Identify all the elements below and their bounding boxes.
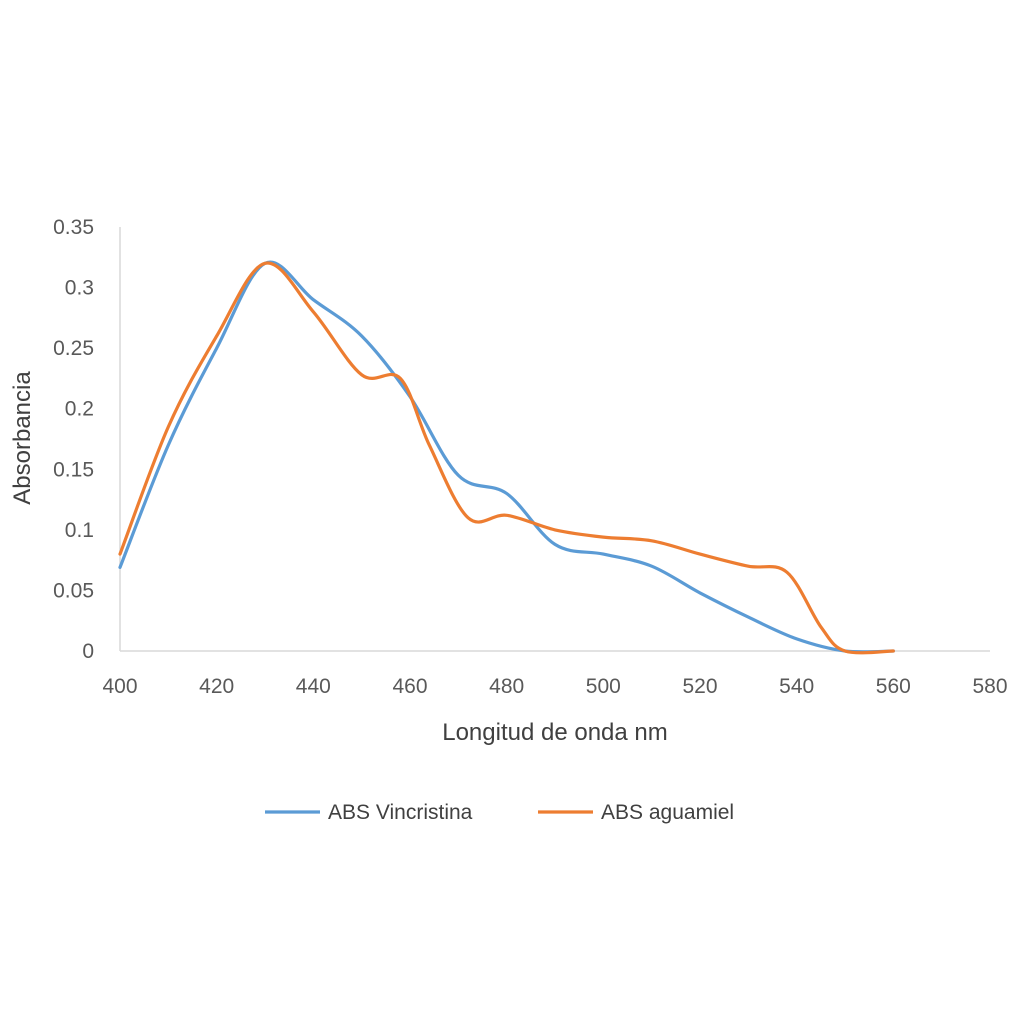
series-line-vincristina: [118, 260, 895, 654]
y-tick-label: 0.1: [65, 519, 94, 542]
series-lines: [118, 260, 895, 655]
legend-label: ABS Vincristina: [328, 801, 473, 824]
legend-item: ABS Vincristina: [265, 801, 473, 824]
y-tick-label: 0.05: [53, 579, 94, 602]
y-tick-label: 0.25: [53, 337, 94, 360]
y-tick-label: 0.2: [65, 398, 94, 421]
legend-label: ABS aguamiel: [601, 801, 734, 824]
x-tick-label: 480: [489, 675, 524, 698]
y-tick-label: 0.35: [53, 216, 94, 239]
x-tick-label: 580: [972, 675, 1007, 698]
legend: ABS Vincristina ABS aguamiel: [265, 801, 734, 824]
x-tick-label: 400: [102, 675, 137, 698]
x-axis-title: Longitud de onda nm: [442, 719, 668, 746]
y-axis-title: Absorbancia: [9, 371, 36, 505]
axes: [119, 227, 990, 652]
x-tick-label: 520: [682, 675, 717, 698]
y-tick-label: 0.15: [53, 458, 94, 481]
series-line-aguamiel: [118, 261, 895, 655]
x-tick-label: 540: [779, 675, 814, 698]
y-tick-label: 0.3: [65, 277, 94, 300]
x-tick-label: 460: [392, 675, 427, 698]
tick-labels: 400 420 440 460 480 500 520 540 560 580 0 0.05 0.1 0.…: [53, 216, 1007, 698]
x-tick-label: 500: [586, 675, 621, 698]
x-tick-label: 440: [296, 675, 331, 698]
y-tick-label: 0: [82, 640, 94, 663]
x-tick-label: 560: [876, 675, 911, 698]
legend-item: ABS aguamiel: [538, 801, 734, 824]
x-tick-label: 420: [199, 675, 234, 698]
